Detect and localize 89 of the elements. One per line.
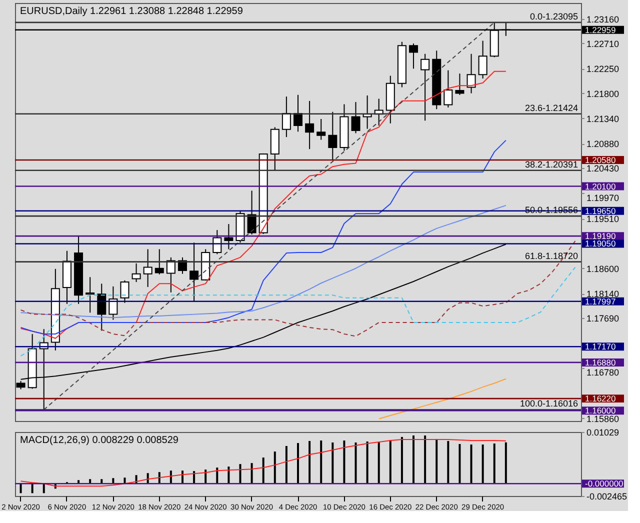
candlestick (351, 102, 360, 134)
y-tick-label: 1.23160 (586, 14, 620, 24)
line-series (20, 140, 506, 335)
candlestick (224, 224, 234, 250)
candlestick (282, 96, 291, 138)
bar (400, 436, 403, 484)
candlestick (328, 111, 338, 162)
annotation: 38.2-1.20391 (524, 159, 578, 170)
y-tick-label: 1.21800 (586, 88, 620, 99)
ref-line-label: 1.19190 (585, 231, 616, 242)
bar (216, 468, 218, 484)
candlestick (154, 248, 164, 275)
ref-line-label: 1.16220 (585, 394, 616, 404)
bar (239, 464, 242, 484)
y-tick-label: 1.18600 (586, 264, 620, 274)
chart-title: MACD(12,26,9) 0.008229 0.008529 (20, 435, 179, 446)
y-tick-label: 1.17690 (586, 314, 620, 324)
candlestick (455, 73, 464, 96)
bar (470, 444, 472, 484)
bar (366, 441, 368, 484)
bar (424, 435, 426, 484)
ref-line-label: 1.19050 (585, 238, 616, 249)
bar (228, 466, 230, 484)
ref-line-label: 1.19650 (585, 206, 616, 216)
candlestick (132, 262, 141, 283)
ref-line-label: 1.16880 (585, 357, 616, 368)
line-series (378, 378, 506, 420)
y-tick-label: 1.16780 (586, 367, 620, 378)
ref-line-label: 1.16000 (585, 406, 616, 416)
candlestick (97, 283, 106, 332)
ref-line-label: 1.20580 (585, 155, 616, 166)
candlestick (478, 40, 488, 80)
annotation: 100.0-1.16016 (520, 398, 578, 409)
ref-line-label: 1.17170 (585, 342, 616, 352)
bar (447, 440, 450, 484)
bar (112, 478, 114, 484)
bar (285, 446, 288, 484)
y-tick-label: -0.002465 (586, 492, 628, 502)
ref-line-label: 1.20100 (585, 181, 616, 192)
y-tick-label: 1.19510 (586, 214, 620, 224)
candlestick (120, 280, 130, 304)
bar (482, 444, 484, 484)
line-series (20, 266, 576, 356)
chart-title: EURUSD,Daily 1.22961 1.23088 1.22848 1.22959 (20, 6, 244, 17)
y-tick-label: 1.15860 (586, 414, 620, 424)
bar (250, 463, 253, 484)
candlestick (420, 53, 430, 122)
bar (332, 442, 334, 484)
line-series (20, 240, 576, 337)
bar (124, 478, 126, 484)
y-tick-label: 1.22250 (586, 64, 620, 74)
annotation: 0.0-1.23095 (530, 11, 578, 22)
candlestick (444, 70, 453, 108)
bar (458, 444, 461, 484)
candlestick (86, 276, 95, 314)
bar (412, 435, 415, 484)
y-tick-label: 0.01029 (586, 428, 620, 438)
bar (354, 442, 357, 484)
bar (320, 440, 322, 484)
ref-line-label: -0.000000 (585, 478, 624, 489)
annotation: 23.6-1.21424 (524, 102, 578, 113)
ref-line-label: 1.22959 (585, 24, 616, 35)
bar (389, 440, 392, 484)
bar (262, 458, 264, 484)
y-tick-label: 1.20880 (586, 139, 620, 150)
bar (493, 443, 496, 484)
y-tick-label: 1.22710 (586, 38, 620, 49)
bar (343, 440, 346, 484)
bar (436, 438, 438, 484)
candlestick (305, 100, 314, 150)
candlestick (108, 286, 118, 320)
annotation: 61.8-1.18720 (524, 250, 578, 261)
candlestick (466, 53, 476, 94)
candlestick (212, 230, 222, 255)
candlestick (316, 118, 326, 140)
y-tick-label: 1.19970 (586, 192, 620, 203)
candlestick (143, 248, 152, 288)
bar (504, 442, 507, 484)
y-tick-label: 1.21340 (586, 114, 620, 124)
candlestick (166, 256, 176, 293)
bar (378, 442, 380, 484)
y-tick-label: 1.20430 (586, 164, 620, 174)
candlestick (247, 190, 256, 235)
candlestick (190, 242, 199, 302)
bar (274, 452, 276, 484)
line-series (20, 204, 506, 318)
candlestick (409, 42, 418, 70)
bar (308, 440, 311, 484)
bar (297, 442, 299, 484)
